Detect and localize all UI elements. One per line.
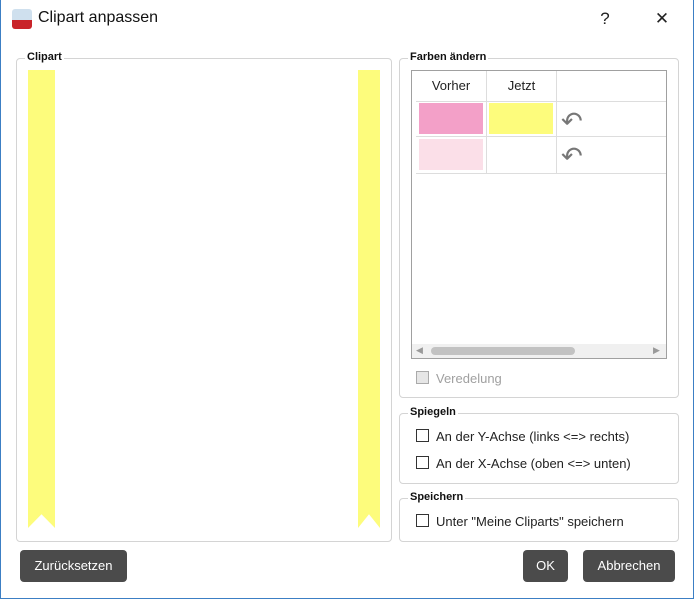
- before-color-swatch[interactable]: [419, 103, 483, 134]
- colors-group: Farben ändern: [399, 51, 679, 398]
- scrollbar-thumb[interactable]: [431, 347, 575, 355]
- before-color-swatch[interactable]: [419, 139, 483, 170]
- help-button[interactable]: ?: [600, 9, 610, 28]
- mirror-group: Spiegeln: [399, 406, 679, 484]
- header-now: Jetzt: [487, 71, 557, 102]
- mirror-y-checkbox[interactable]: [416, 429, 429, 442]
- clipart-group: Clipart: [16, 51, 392, 542]
- header-empty: [557, 71, 666, 102]
- horizontal-scrollbar[interactable]: ◀ ▶: [412, 344, 666, 358]
- header-before: Vorher: [416, 71, 487, 102]
- mirror-group-label: Spiegeln: [408, 406, 458, 418]
- veredelung-label: Veredelung: [436, 371, 502, 386]
- save-clipart-checkbox[interactable]: [416, 514, 429, 527]
- veredelung-checkbox[interactable]: [416, 371, 429, 384]
- undo-arrow-icon[interactable]: ↶: [557, 137, 666, 174]
- save-group: Speichern: [399, 491, 679, 542]
- table-row: [416, 102, 487, 137]
- clipart-group-label: Clipart: [25, 51, 64, 63]
- dialog-title: Clipart anpassen: [38, 9, 159, 26]
- mirror-x-checkbox[interactable]: [416, 456, 429, 469]
- undo-arrow-icon[interactable]: ↶: [557, 102, 666, 137]
- clipart-strip-right: [358, 70, 380, 528]
- ok-button[interactable]: OK: [523, 550, 568, 582]
- now-cell: [487, 102, 557, 137]
- reset-button[interactable]: Zurücksetzen: [20, 550, 127, 582]
- app-icon: [12, 9, 32, 29]
- save-group-label: Speichern: [408, 491, 466, 503]
- now-cell[interactable]: [487, 137, 557, 174]
- now-color-swatch[interactable]: [489, 103, 553, 134]
- cancel-button[interactable]: Abbrechen: [583, 550, 675, 582]
- color-table: Vorher Jetzt ↶ ↶ ◀ ▶: [411, 70, 667, 359]
- mirror-x-label: An der X-Achse (oben <=> unten): [436, 456, 631, 471]
- close-button[interactable]: ✕: [654, 9, 670, 28]
- save-clipart-label: Unter "Meine Cliparts" speichern: [436, 514, 624, 529]
- mirror-y-label: An der Y-Achse (links <=> rechts): [436, 429, 630, 444]
- colors-group-label: Farben ändern: [408, 51, 489, 63]
- clipart-strip-left: [28, 70, 55, 528]
- table-row: [416, 137, 487, 174]
